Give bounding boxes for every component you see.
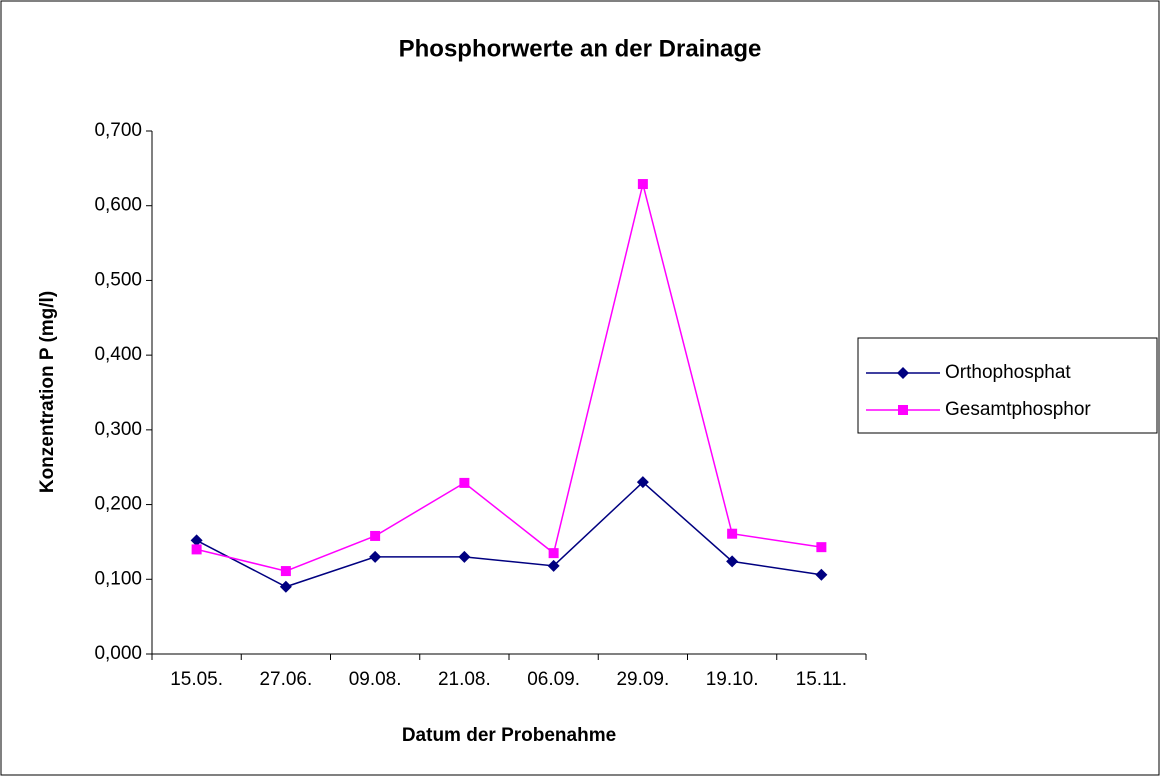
legend-marker [897, 367, 909, 379]
legend-marker [898, 405, 908, 415]
x-tick-label: 06.09. [527, 669, 580, 690]
legend-label: Gesamtphosphor [945, 399, 1091, 420]
data-point [369, 550, 382, 563]
data-point [815, 568, 828, 581]
series-line [196, 481, 822, 588]
data-point [458, 550, 471, 563]
data-point [459, 477, 470, 488]
data-point [280, 566, 291, 577]
data-point [727, 528, 738, 539]
x-tick-label: 21.08. [438, 669, 491, 690]
data-point [547, 559, 560, 572]
y-tick-label: 0,000 [94, 643, 142, 664]
x-tick-label: 29.09. [616, 669, 669, 690]
x-axis-title: Datum der Probenahme [402, 725, 616, 746]
x-tick-label: 27.06. [259, 669, 312, 690]
series-line [196, 183, 822, 572]
chart-title: Phosphorwerte an der Drainage [399, 35, 762, 62]
y-tick-label: 0,200 [94, 494, 142, 515]
y-axis-title: Konzentration P (mg/l) [37, 291, 58, 493]
y-tick-label: 0,300 [94, 419, 142, 440]
y-tick-label: 0,100 [94, 568, 142, 589]
x-tick-label: 09.08. [349, 669, 402, 690]
data-point [636, 476, 649, 489]
data-point [191, 544, 202, 555]
legend-box [857, 337, 1158, 434]
y-tick-label: 0,700 [94, 120, 142, 141]
y-tick-label: 0,500 [94, 269, 142, 290]
x-tick-label: 15.11. [796, 669, 847, 690]
data-point [726, 555, 739, 568]
y-tick-label: 0,600 [94, 195, 142, 216]
data-point [190, 534, 203, 547]
data-point [370, 530, 381, 541]
x-tick-label: 19.10. [706, 669, 759, 690]
data-point [279, 580, 292, 593]
data-point [548, 548, 559, 559]
x-tick-label: 15.05. [170, 669, 223, 690]
data-point [816, 542, 827, 553]
data-point [637, 179, 648, 190]
y-tick-label: 0,400 [94, 344, 142, 365]
legend-label: Orthophosphat [945, 362, 1071, 383]
